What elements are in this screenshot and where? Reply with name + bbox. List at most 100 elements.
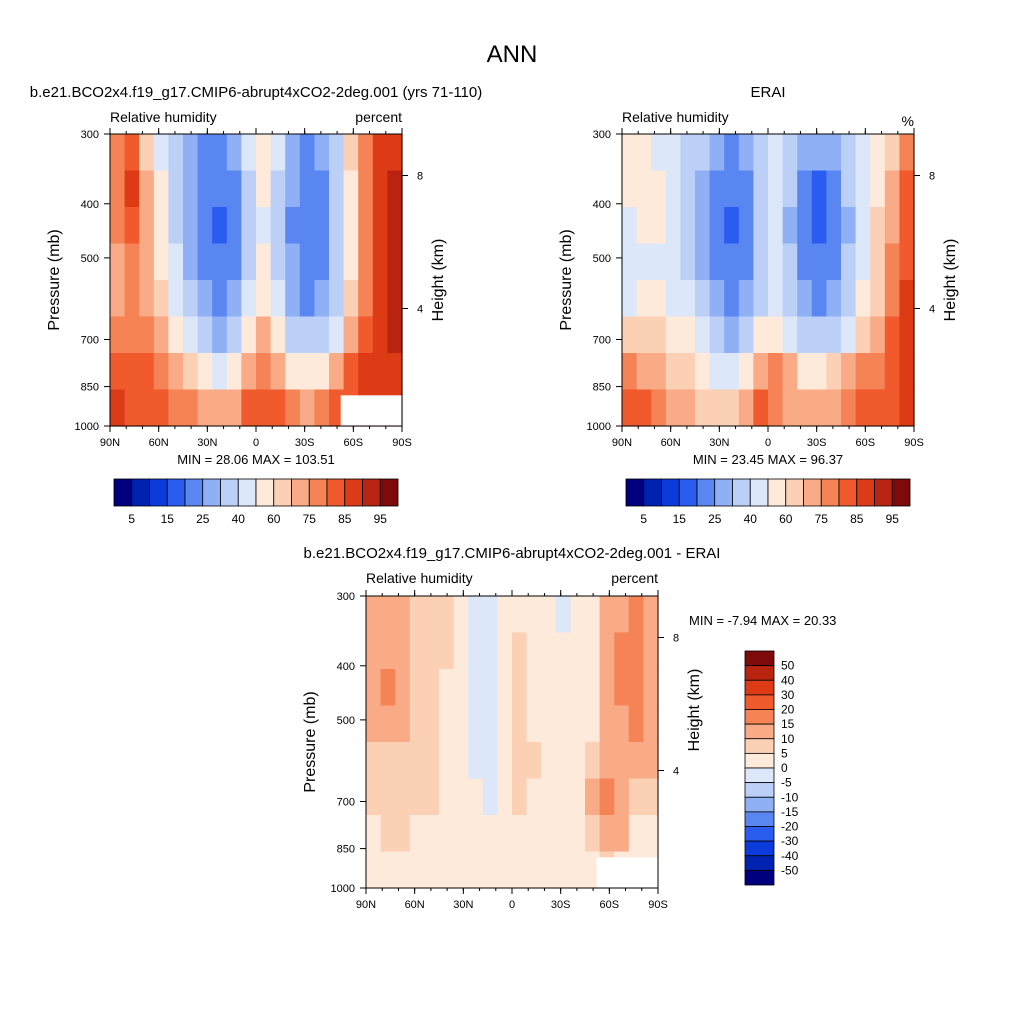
- field-cell: [153, 389, 169, 427]
- field-cell: [782, 207, 798, 245]
- field-cell: [314, 353, 330, 391]
- field-cell: [512, 815, 528, 853]
- field-cell: [680, 243, 696, 281]
- field-cell: [709, 316, 725, 354]
- field-cell: [168, 134, 184, 172]
- field-cell: [387, 134, 403, 172]
- field-cell: [139, 243, 155, 281]
- colorbar-label: 0: [781, 761, 788, 775]
- field-cell: [628, 778, 644, 816]
- field-cell: [753, 353, 769, 391]
- field-cell: [183, 353, 199, 391]
- field-cell: [124, 243, 140, 281]
- x-tick-label: 60N: [661, 437, 681, 449]
- field-cell: [680, 170, 696, 208]
- colorbar-swatch: [744, 826, 775, 842]
- field-cell: [643, 632, 659, 670]
- field-cell: [409, 851, 425, 889]
- field-cell: [380, 851, 396, 889]
- field-cell: [841, 389, 857, 427]
- colorbar-label: 75: [303, 512, 317, 526]
- colorbar-swatch: [625, 478, 645, 507]
- field-cell: [197, 389, 213, 427]
- field-cell: [212, 316, 228, 354]
- field-cell: [139, 389, 155, 427]
- field-cell: [585, 778, 601, 816]
- panel-title: b.e21.BCO2x4.f19_g17.CMIP6-abrupt4xCO2-2…: [304, 545, 721, 562]
- colorbar-swatch: [273, 478, 292, 507]
- x-tick-label: 90S: [392, 437, 412, 449]
- field-cell: [270, 389, 286, 427]
- colorbar-swatch: [744, 650, 775, 667]
- colorbar-label: 50: [781, 659, 795, 673]
- field-cell: [622, 207, 638, 245]
- field-cell: [585, 705, 601, 743]
- colorbar-label: -30: [781, 834, 799, 848]
- field-cell: [168, 389, 184, 427]
- colorbar-label: 75: [815, 512, 829, 526]
- field-cell: [212, 243, 228, 281]
- field-cell: [358, 207, 374, 245]
- field-cell: [372, 316, 388, 354]
- field-cell: [241, 134, 257, 172]
- colorbar-swatch: [291, 478, 310, 507]
- field-cell: [256, 243, 272, 281]
- field-cell: [497, 632, 513, 670]
- field-cell: [395, 669, 411, 707]
- field-cell: [599, 778, 615, 816]
- field-cell: [241, 316, 257, 354]
- field-cell: [614, 742, 630, 780]
- field-cell: [555, 705, 571, 743]
- field-cell: [709, 280, 725, 318]
- field-cell: [811, 134, 827, 172]
- field-cell: [139, 280, 155, 318]
- field-cell: [768, 280, 784, 318]
- field-cell: [343, 280, 359, 318]
- field-cell: [395, 705, 411, 743]
- field-cell: [453, 632, 469, 670]
- field-cell: [183, 134, 199, 172]
- field-cell: [256, 316, 272, 354]
- field-cell: [314, 243, 330, 281]
- field-cell: [168, 207, 184, 245]
- field-cell: [724, 353, 740, 391]
- field-cell: [372, 280, 388, 318]
- colorbar-label: 25: [196, 512, 210, 526]
- field-cell: [197, 134, 213, 172]
- field-cell: [424, 596, 440, 634]
- field-cell: [124, 389, 140, 427]
- field-cell: [453, 669, 469, 707]
- field-cell: [380, 669, 396, 707]
- y-tick-label: 850: [81, 382, 99, 394]
- field-cell: [168, 316, 184, 354]
- field-cell: [468, 632, 484, 670]
- field-cell: [651, 353, 667, 391]
- field-cell: [226, 170, 242, 208]
- field-cell: [636, 389, 652, 427]
- x-tick-label: 0: [765, 437, 771, 449]
- field-cell: [643, 778, 659, 816]
- colorbar-swatch: [874, 478, 893, 507]
- x-tick-label: 90N: [356, 899, 376, 911]
- field-cell: [124, 134, 140, 172]
- field-cell: [329, 280, 345, 318]
- y-tick-label: 850: [593, 382, 611, 394]
- right-label: percent: [355, 109, 402, 125]
- field-cell: [841, 170, 857, 208]
- y2-tick-label: 4: [417, 303, 423, 315]
- field-cell: [651, 316, 667, 354]
- field-cell: [665, 134, 681, 172]
- field-cell: [285, 316, 301, 354]
- colorbar-swatch: [744, 796, 775, 813]
- field-cell: [884, 207, 900, 245]
- left-label: Relative humidity: [366, 570, 473, 586]
- field-cell: [424, 669, 440, 707]
- field-cell: [709, 389, 725, 427]
- field-cell: [366, 632, 382, 670]
- field-cell: [270, 353, 286, 391]
- field-cell: [643, 742, 659, 780]
- field-cell: [599, 705, 615, 743]
- field-cell: [387, 280, 403, 318]
- field-cell: [226, 280, 242, 318]
